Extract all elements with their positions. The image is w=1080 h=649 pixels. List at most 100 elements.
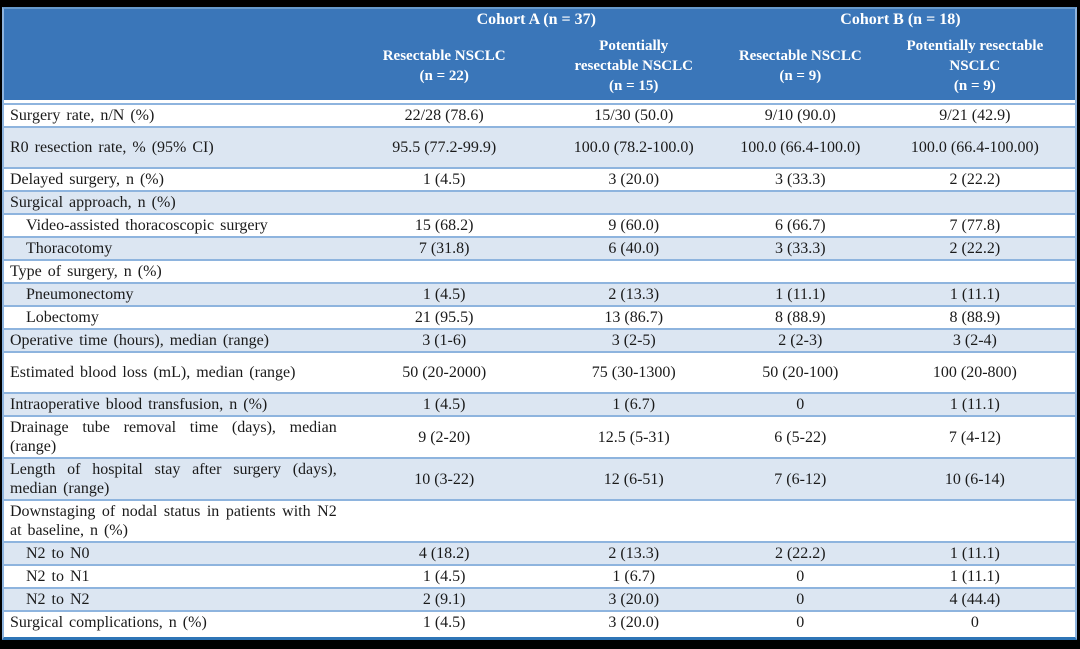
table-row: Intraoperative blood transfusion, n (%) 1… [4, 394, 1075, 417]
row-label: Delayed surgery, n (%) [4, 169, 347, 192]
column-header-2: Potentially resectable NSCLC (n = 15) [541, 31, 726, 103]
row-label: Type of surgery, n (%) [4, 261, 347, 284]
row-value: 9 (60.0) [541, 215, 726, 238]
column-header-line: (n = 9) [779, 67, 822, 84]
row-value: 1 (11.1) [874, 284, 1075, 307]
row-value: 50 (20-100) [725, 353, 875, 394]
row-value [541, 192, 726, 215]
row-value: 3 (20.0) [541, 612, 726, 633]
row-value: 1 (4.5) [346, 566, 542, 589]
row-label: Surgery rate, n/N (%) [4, 103, 347, 128]
table-row: Downstaging of nodal status in patients … [4, 501, 1075, 543]
row-value: 3 (1-6) [346, 330, 542, 353]
row-value: 0 [725, 612, 875, 633]
column-header-row: Resectable NSCLC (n = 22) Potentially resec… [4, 31, 1075, 103]
row-value: 7 (4-12) [874, 417, 1075, 459]
row-value: 10 (3-22) [346, 459, 542, 501]
row-value: 9/21 (42.9) [874, 103, 1075, 128]
row-value: 1 (4.5) [346, 169, 542, 192]
row-value: 1 (11.1) [874, 566, 1075, 589]
surgical-outcomes-table: Cohort A (n = 37) Cohort B (n = 18) Rese… [4, 9, 1075, 633]
row-value [725, 192, 875, 215]
row-value: 1 (11.1) [874, 394, 1075, 417]
table-row: Video-assisted thoracoscopic surgery 15 (… [4, 215, 1075, 238]
cohort-b-header: Cohort B (n = 18) [725, 9, 1075, 31]
row-value [725, 261, 875, 284]
row-value: 75 (30-1300) [541, 353, 726, 394]
row-value: 100.0 (66.4-100.0) [725, 128, 875, 169]
table-row: Surgical complications, n (%) 1 (4.5) 3 (2… [4, 612, 1075, 633]
row-label: Intraoperative blood transfusion, n (%) [4, 394, 347, 417]
row-value: 6 (5-22) [725, 417, 875, 459]
table-frame: Cohort A (n = 37) Cohort B (n = 18) Rese… [2, 7, 1077, 640]
row-label: Video-assisted thoracoscopic surgery [4, 215, 347, 238]
column-header-line: (n = 15) [609, 77, 659, 94]
row-value: 1 (6.7) [541, 566, 726, 589]
table-row: Drainage tube removal time (days), media… [4, 417, 1075, 459]
table-row: Length of hospital stay after surgery (d… [4, 459, 1075, 501]
row-value [541, 501, 726, 543]
table-row: N2 to N1 1 (4.5) 1 (6.7) 0 1 (11.1) [4, 566, 1075, 589]
row-value: 1 (4.5) [346, 394, 542, 417]
table-body: Surgery rate, n/N (%) 22/28 (78.6) 15/30 (… [4, 103, 1075, 633]
row-label: Surgical approach, n (%) [4, 192, 347, 215]
row-value [725, 501, 875, 543]
row-label: Operative time (hours), median (range) [4, 330, 347, 353]
row-value: 0 [725, 394, 875, 417]
column-header-line: (n = 9) [953, 77, 996, 94]
row-value: 100.0 (78.2-100.0) [541, 128, 726, 169]
row-value [346, 501, 542, 543]
row-label: N2 to N2 [4, 589, 347, 612]
row-value: 8 (88.9) [725, 307, 875, 330]
row-value: 2 (22.2) [874, 169, 1075, 192]
row-value: 4 (18.2) [346, 543, 542, 566]
column-header-line: Resectable NSCLC [382, 47, 506, 64]
row-label: Thoracotomy [4, 238, 347, 261]
row-value [874, 501, 1075, 543]
row-value: 1 (6.7) [541, 394, 726, 417]
table-row: Surgery rate, n/N (%) 22/28 (78.6) 15/30 (… [4, 103, 1075, 128]
row-value: 0 [725, 566, 875, 589]
row-value: 3 (2-5) [541, 330, 726, 353]
row-value [874, 261, 1075, 284]
row-value: 13 (86.7) [541, 307, 726, 330]
row-value: 7 (31.8) [346, 238, 542, 261]
row-value: 100.0 (66.4-100.00) [874, 128, 1075, 169]
row-value: 1 (4.5) [346, 284, 542, 307]
row-value: 8 (88.9) [874, 307, 1075, 330]
table-row: Estimated blood loss (mL), median (range… [4, 353, 1075, 394]
column-header-line: (n = 22) [419, 67, 469, 84]
table-row: Type of surgery, n (%) [4, 261, 1075, 284]
row-value: 7 (77.8) [874, 215, 1075, 238]
row-label: Estimated blood loss (mL), median (range… [4, 353, 347, 394]
row-value: 2 (22.2) [725, 543, 875, 566]
column-header-line: Potentially [599, 37, 669, 54]
row-value: 2 (13.3) [541, 284, 726, 307]
row-value: 7 (6-12) [725, 459, 875, 501]
column-header-line: resectable NSCLC [574, 57, 693, 74]
table-header: Cohort A (n = 37) Cohort B (n = 18) Rese… [4, 9, 1075, 103]
column-header-3: Resectable NSCLC (n = 9) [725, 31, 875, 103]
table-row: Delayed surgery, n (%) 1 (4.5) 3 (20.0) 3 (… [4, 169, 1075, 192]
row-value: 3 (33.3) [725, 169, 875, 192]
row-value: 3 (20.0) [541, 589, 726, 612]
row-label: Lobectomy [4, 307, 347, 330]
row-value: 2 (13.3) [541, 543, 726, 566]
row-value: 0 [874, 612, 1075, 633]
row-label: Surgical complications, n (%) [4, 612, 347, 633]
table-row: R0 resection rate, % (95% CI) 95.5 (77.2-… [4, 128, 1075, 169]
row-value: 12 (6-51) [541, 459, 726, 501]
row-value [874, 192, 1075, 215]
row-label: Length of hospital stay after surgery (d… [4, 459, 347, 501]
row-value: 21 (95.5) [346, 307, 542, 330]
row-value [346, 261, 542, 284]
row-value: 50 (20-2000) [346, 353, 542, 394]
column-header-line: NSCLC [949, 57, 1001, 74]
row-value: 95.5 (77.2-99.9) [346, 128, 542, 169]
cohort-group-row: Cohort A (n = 37) Cohort B (n = 18) [4, 9, 1075, 103]
row-value: 3 (2-4) [874, 330, 1075, 353]
row-value: 10 (6-14) [874, 459, 1075, 501]
row-label: Pneumonectomy [4, 284, 347, 307]
table-row: N2 to N0 4 (18.2) 2 (13.3) 2 (22.2) 1 (11.1) [4, 543, 1075, 566]
row-label: R0 resection rate, % (95% CI) [4, 128, 347, 169]
